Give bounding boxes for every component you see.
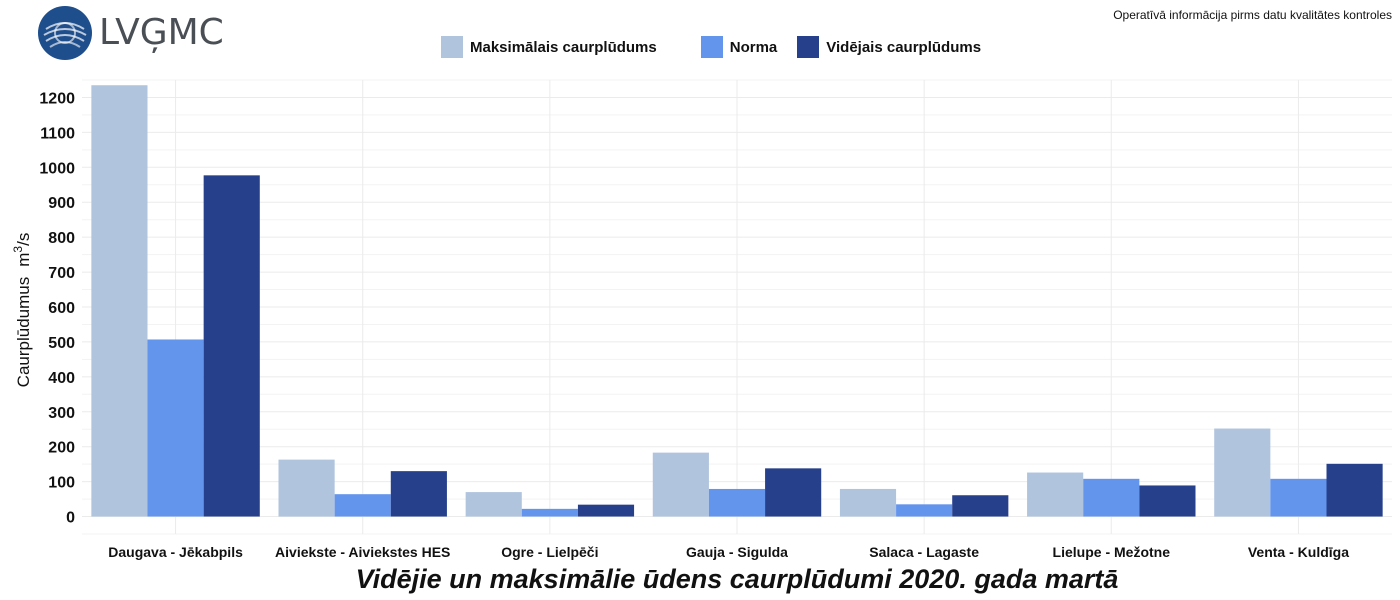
bar-mean	[390, 471, 447, 517]
bar-max	[465, 492, 522, 517]
y-tick-label: 900	[48, 195, 75, 212]
y-axis-label-tail: /s	[14, 233, 33, 246]
legend-label-mean: Vidējais caurplūdums	[826, 38, 982, 56]
x-tick-labels: Daugava - Jēkabpils Aiviekste - Aiviekste…	[108, 544, 1349, 560]
legend-swatch-mean	[797, 36, 820, 58]
y-tick-label: 500	[48, 335, 75, 352]
bars	[91, 85, 1383, 517]
y-axis-label: Caurplūdumus m3/s	[11, 233, 33, 388]
legend-item-norma: Norma	[700, 36, 778, 58]
bar-mean	[1139, 485, 1196, 517]
legend-item-mean: Vidējais caurplūdums	[797, 36, 981, 58]
lvgmc-logo	[38, 6, 92, 60]
y-tick-label: 100	[48, 475, 75, 492]
bar-mean	[765, 468, 822, 517]
x-tick-label: Venta - Kuldīga	[1248, 544, 1349, 560]
y-axis-label-main: Caurplūdumus	[14, 277, 33, 388]
y-tick-labels: 0 100 200 300 400 500 600 700 800 900 1000 1100 1200	[39, 90, 75, 526]
x-tick-label: Lielupe - Mežotne	[1053, 544, 1171, 560]
y-tick-label: 800	[48, 230, 75, 247]
chart-legend: Maksimālais caurplūdums Norma Vidējais c…	[441, 36, 1001, 58]
y-tick-label: 1100	[40, 125, 75, 142]
bar-norma	[896, 504, 953, 517]
y-tick-label: 600	[48, 300, 75, 317]
x-tick-label: Aiviekste - Aiviekstes HES	[275, 544, 450, 560]
legend-swatch-norma	[700, 36, 723, 58]
data-quality-note: Operatīvā informācija pirms datu kvalitā…	[1113, 8, 1392, 22]
chart-title: Vidējie un maksimālie ūdens caurplūdumi …	[355, 564, 1119, 594]
y-tick-label: 1000	[39, 160, 75, 177]
bar-norma	[1083, 478, 1140, 517]
legend-label-norma: Norma	[729, 38, 778, 56]
bar-max	[278, 459, 335, 517]
y-tick-label: 200	[48, 440, 75, 457]
x-tick-label: Ogre - Lielpēči	[501, 544, 598, 560]
x-tick-label: Salaca - Lagaste	[869, 544, 979, 560]
x-tick-label: Gauja - Sigulda	[686, 544, 788, 560]
logo-text: LVĢMC	[99, 12, 224, 53]
bar-max	[1214, 428, 1271, 517]
bar-mean	[952, 495, 1009, 517]
bar-chart: 0 100 200 300 400 500 600 700 800 900 1000 1100 1200…	[11, 79, 1392, 560]
bar-max	[91, 85, 148, 517]
bar-norma	[521, 508, 578, 517]
bar-mean	[1326, 463, 1383, 517]
y-tick-label: 400	[48, 370, 75, 387]
bar-norma	[334, 494, 391, 517]
legend-item-max: Maksimālais caurplūdums	[441, 36, 657, 58]
bar-norma	[1270, 478, 1327, 517]
y-tick-label: 1200	[39, 90, 75, 107]
y-tick-label: 0	[66, 510, 75, 527]
bar-norma	[147, 339, 204, 517]
x-tick-label: Daugava - Jēkabpils	[108, 544, 243, 560]
bar-mean	[203, 175, 260, 517]
y-axis-label-unit: m	[14, 253, 33, 267]
legend-label-max: Maksimālais caurplūdums	[470, 38, 657, 56]
y-axis-label-sup: 3	[11, 246, 25, 253]
y-tick-label: 300	[48, 405, 75, 422]
bar-mean	[577, 504, 635, 517]
y-tick-label: 700	[48, 265, 75, 282]
bar-max	[1027, 472, 1084, 517]
legend-swatch-max	[441, 36, 463, 58]
bar-max	[652, 452, 709, 517]
bar-norma	[708, 488, 766, 517]
bar-max	[839, 488, 897, 517]
